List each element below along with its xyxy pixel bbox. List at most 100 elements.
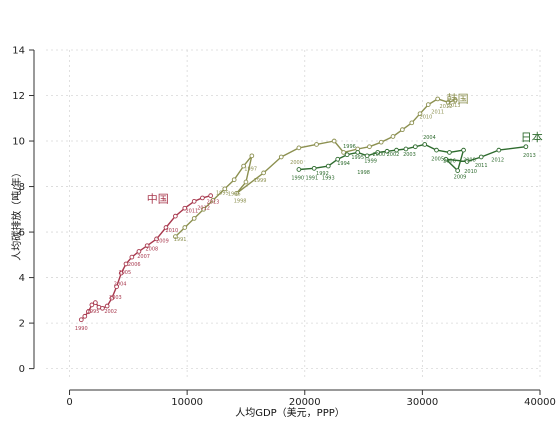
- year-label-korea: 2010: [420, 114, 433, 120]
- data-point-korea: [241, 163, 246, 169]
- data-point-korea: [296, 145, 302, 151]
- data-point-china: [208, 193, 214, 199]
- year-label-japan: 2002: [387, 152, 400, 158]
- year-label-japan: 1991: [305, 176, 318, 182]
- data-point-china: [200, 195, 205, 201]
- data-point-japan: [394, 147, 399, 153]
- data-point-korea: [261, 170, 266, 176]
- year-label-korea: 2011: [431, 110, 444, 116]
- data-point-japan: [523, 144, 529, 150]
- axes-layer: 0 10000 20000 30000 40000 0 2 4 6 8 10 12 14: [12, 46, 556, 409]
- y-axis-label: 人均碳排放（吨/年）: [10, 167, 23, 260]
- year-label-japan: 2013: [523, 153, 536, 159]
- year-label-china: 2006: [128, 262, 141, 268]
- data-point-japan: [384, 148, 390, 154]
- x-tick-label: 40000: [524, 397, 556, 408]
- y-tick-label: 2: [19, 319, 25, 330]
- y-tick-label: 14: [12, 46, 25, 57]
- year-label-china: 1995: [87, 309, 100, 315]
- year-label-china: 2010: [165, 228, 178, 234]
- data-point-japan: [496, 147, 502, 153]
- year-label-china: 1990: [75, 326, 88, 332]
- data-point-korea: [249, 153, 255, 159]
- year-label-japan: 2000: [372, 152, 385, 158]
- y-tick-label: 12: [12, 91, 25, 102]
- data-point-japan: [344, 152, 350, 158]
- data-point-japan: [364, 153, 370, 159]
- data-point-korea: [390, 134, 396, 139]
- data-point-korea: [367, 144, 372, 150]
- x-tick-label: 30000: [406, 397, 438, 408]
- x-tick-label: 20000: [289, 397, 321, 408]
- year-label-japan: 2010: [464, 169, 477, 175]
- year-label-japan: 2003: [403, 152, 416, 158]
- data-point-china: [163, 225, 169, 230]
- data-point-japan: [335, 156, 341, 162]
- series-line-korea: [174, 98, 456, 238]
- data-point-china: [109, 295, 115, 301]
- year-label-korea: 1999: [254, 178, 267, 184]
- data-point-korea: [231, 177, 237, 183]
- year-label-japan: 1992: [316, 171, 329, 177]
- data-point-japan: [478, 154, 484, 160]
- data-point-japan: [325, 163, 331, 169]
- series-layer: [78, 96, 529, 323]
- data-point-korea: [173, 234, 178, 239]
- data-point-japan: [403, 146, 409, 152]
- data-point-china: [154, 236, 159, 242]
- x-tick-label: 0: [66, 397, 72, 408]
- year-label-japan: 1994: [337, 161, 350, 167]
- year-label-china: 2007: [137, 254, 150, 260]
- year-label-japan: 2006: [443, 159, 456, 165]
- data-point-korea: [417, 111, 423, 117]
- data-point-korea: [210, 197, 216, 203]
- data-point-korea: [435, 96, 441, 102]
- year-label-korea: 2013: [448, 103, 461, 109]
- data-point-japan: [447, 150, 452, 155]
- data-point-china: [182, 205, 188, 211]
- data-point-china: [93, 300, 98, 305]
- y-tick-label: 4: [19, 273, 25, 284]
- year-label-korea: 1998: [234, 198, 247, 204]
- data-point-korea: [341, 150, 346, 155]
- data-point-korea: [445, 99, 451, 105]
- year-label-japan: 1998: [357, 170, 370, 176]
- data-point-japan: [296, 167, 302, 172]
- data-point-china: [85, 309, 91, 315]
- data-point-china: [118, 270, 124, 276]
- data-point-japan: [464, 159, 470, 164]
- year-label-china: 2004: [114, 282, 127, 288]
- series-name-korea: 韩国: [447, 91, 469, 105]
- year-label-japan: 1993: [322, 176, 335, 182]
- data-point-korea: [378, 139, 384, 145]
- data-point-japan: [443, 156, 449, 162]
- data-point-korea: [409, 120, 415, 126]
- year-label-japan: 2012: [491, 158, 504, 164]
- year-label-korea: 1995: [216, 191, 229, 197]
- data-point-japan: [434, 147, 439, 153]
- series-name-japan: 日本: [521, 130, 543, 144]
- data-point-china: [173, 213, 178, 219]
- year-label-japan: 2008: [463, 158, 476, 164]
- y-tick-label: 10: [12, 137, 25, 148]
- data-point-china: [129, 254, 135, 260]
- data-point-china: [144, 243, 150, 249]
- series-name-china: 中国: [147, 192, 169, 205]
- year-label-china: 2013: [207, 200, 220, 206]
- year-label-china: 2008: [145, 246, 158, 252]
- data-point-china: [123, 261, 129, 267]
- data-point-china: [114, 284, 119, 290]
- year-label-korea: 1997: [244, 167, 257, 173]
- data-point-japan: [422, 142, 428, 147]
- data-point-china: [191, 198, 197, 204]
- data-point-japan: [412, 144, 418, 150]
- data-point-korea: [400, 127, 405, 133]
- data-point-korea: [314, 142, 319, 147]
- year-label-china: 2003: [109, 295, 122, 301]
- data-point-china: [100, 305, 105, 311]
- year-label-china: 2002: [104, 309, 117, 315]
- data-point-japan: [375, 150, 381, 155]
- data-point-korea: [191, 216, 197, 221]
